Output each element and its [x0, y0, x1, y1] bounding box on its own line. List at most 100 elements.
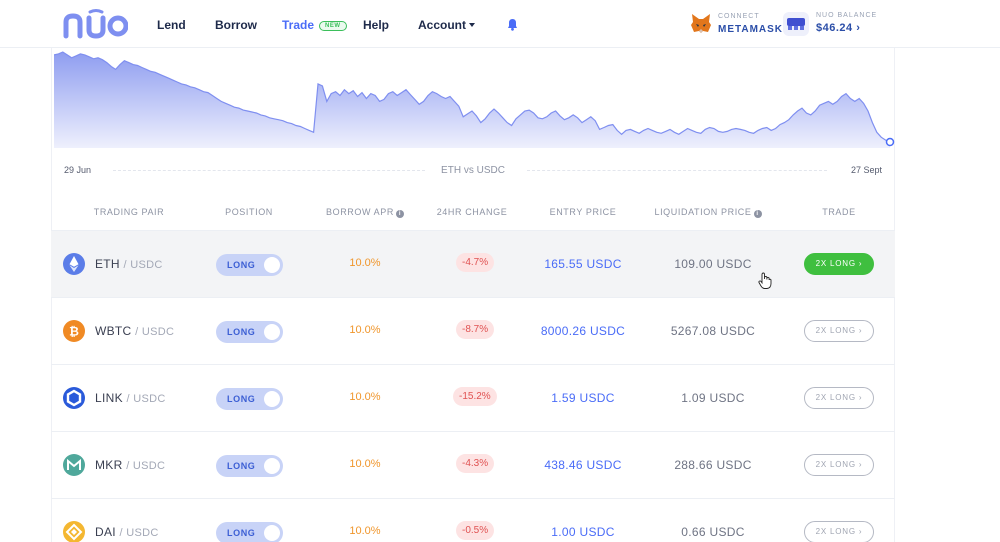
header-liquidation-price: LIQUIDATION PRICE i: [648, 207, 768, 218]
table-row[interactable]: LINK / USDC LONG 10.0% -15.2% 1.59 USDC …: [51, 364, 895, 431]
header-liquidation-price-label: LIQUIDATION PRICE: [654, 207, 752, 217]
entry-price: 438.46 USDC: [544, 458, 622, 472]
ethereum-icon: [63, 253, 85, 275]
axis-divider-left: [113, 170, 425, 171]
position-toggle[interactable]: LONG: [216, 388, 283, 410]
trade-2x-long-button[interactable]: 2X LONG ›: [804, 387, 874, 409]
borrow-apr: 10.0%: [349, 525, 381, 537]
nav-lend[interactable]: Lend: [157, 18, 186, 32]
position-toggle[interactable]: LONG: [216, 522, 283, 542]
trade-2x-long-button[interactable]: 2X LONG ›: [804, 320, 874, 342]
metamask-fox-icon[interactable]: [690, 12, 712, 39]
header-position: POSITION: [225, 207, 273, 217]
table-row[interactable]: MKR / USDC LONG 10.0% -4.3% 438.46 USDC …: [51, 431, 895, 498]
entry-price: 165.55 USDC: [544, 257, 622, 271]
axis-start-label: 29 Jun: [64, 165, 92, 175]
chart-current-point: [885, 137, 895, 147]
chainlink-icon: [63, 387, 85, 409]
trade-2x-long-button[interactable]: 2X LONG ›: [804, 521, 874, 542]
nuo-token-icon: [783, 12, 809, 41]
svg-text:₿: ₿: [69, 325, 79, 339]
chart-area-fill: [54, 52, 890, 148]
position-label: LONG: [227, 327, 256, 337]
pair-quote: / USDC: [119, 527, 159, 539]
borrow-apr: 10.0%: [349, 257, 381, 269]
balance-value[interactable]: $46.24 ›: [816, 22, 861, 34]
change-badge: -4.7%: [456, 253, 495, 272]
change-badge: -8.7%: [456, 320, 495, 339]
hand-cursor-icon: [758, 272, 772, 289]
nuo-logo-icon: [63, 9, 129, 39]
change-badge: -4.3%: [456, 454, 495, 473]
toggle-knob: [264, 391, 280, 407]
chevron-down-icon: [469, 23, 475, 27]
trading-pair: WBTC / USDC: [95, 324, 174, 338]
header-trading-pair: TRADING PAIR: [93, 207, 165, 217]
table-row[interactable]: ₿ WBTC / USDC LONG 10.0% -8.7% 8000.26 U…: [51, 297, 895, 364]
trading-pair: MKR / USDC: [95, 458, 165, 472]
toggle-knob: [264, 525, 280, 541]
chart-title: ETH vs USDC: [441, 165, 505, 176]
header-entry-price: ENTRY PRICE: [549, 207, 617, 217]
nav-borrow[interactable]: Borrow: [215, 18, 257, 32]
liquidation-price: 1.09 USDC: [681, 391, 745, 405]
borrow-apr: 10.0%: [349, 391, 381, 403]
pair-base: DAI: [95, 525, 116, 539]
axis-divider-right: [527, 170, 827, 171]
position-toggle[interactable]: LONG: [216, 321, 283, 343]
nav-trade[interactable]: Trade NEW: [282, 18, 347, 32]
liquidation-price: 0.66 USDC: [681, 525, 745, 539]
bitcoin-icon: ₿: [63, 320, 85, 342]
position-label: LONG: [227, 461, 256, 471]
change-badge: -0.5%: [456, 521, 495, 540]
entry-price: 1.00 USDC: [551, 525, 615, 539]
trade-2x-long-button[interactable]: 2X LONG ›: [804, 454, 874, 476]
pair-base: LINK: [95, 391, 123, 405]
position-toggle[interactable]: LONG: [216, 254, 283, 276]
pair-quote: / USDC: [126, 460, 166, 472]
nuo-logo[interactable]: [62, 8, 129, 45]
pair-base: WBTC: [95, 324, 132, 338]
header-borrow-apr: BORROW APR i: [310, 207, 420, 218]
toggle-knob: [264, 324, 280, 340]
header-borrow-apr-label: BORROW APR: [325, 207, 394, 217]
table-row[interactable]: DAI / USDC LONG 10.0% -0.5% 1.00 USDC 0.…: [51, 498, 895, 542]
bell-icon[interactable]: [507, 18, 518, 36]
info-icon[interactable]: i: [396, 210, 404, 218]
balance-label: NUO BALANCE: [816, 12, 878, 19]
pair-quote: / USDC: [126, 393, 166, 405]
pair-quote: / USDC: [123, 259, 163, 271]
dai-icon: [63, 521, 85, 542]
trade-2x-long-button[interactable]: 2X LONG ›: [804, 253, 874, 275]
toggle-knob: [264, 257, 280, 273]
liquidation-price: 5267.08 USDC: [670, 324, 756, 338]
entry-price: 1.59 USDC: [551, 391, 615, 405]
header-24hr-change: 24HR CHANGE: [436, 207, 508, 217]
trading-pair: LINK / USDC: [95, 391, 166, 405]
chart-axis: 29 Jun ETH vs USDC 27 Sept: [51, 158, 895, 182]
liquidation-price: 109.00 USDC: [674, 257, 752, 271]
nav-account[interactable]: Account: [418, 18, 475, 32]
info-icon[interactable]: i: [753, 210, 762, 218]
price-chart[interactable]: [54, 48, 897, 148]
trading-pair: DAI / USDC: [95, 525, 159, 539]
table-row[interactable]: ETH / USDC LONG 10.0% -4.7% 165.55 USDC …: [51, 230, 895, 297]
position-toggle[interactable]: LONG: [216, 455, 283, 477]
borrow-apr: 10.0%: [349, 324, 381, 336]
top-header: Lend Borrow Trade NEW Help Account CONNEC…: [0, 0, 1000, 48]
pair-base: MKR: [95, 458, 123, 472]
nav-account-label: Account: [418, 18, 466, 32]
header-trade: TRADE: [822, 207, 856, 217]
new-badge: NEW: [319, 21, 347, 31]
borrow-apr: 10.0%: [349, 458, 381, 470]
chart-line: [54, 51, 891, 143]
position-label: LONG: [227, 394, 256, 404]
liquidation-price: 288.66 USDC: [674, 458, 752, 472]
entry-price: 8000.26 USDC: [540, 324, 626, 338]
metamask-connect-link[interactable]: METAMASK: [718, 24, 784, 35]
nav-trade-label: Trade: [282, 18, 315, 32]
nav-help[interactable]: Help: [363, 18, 390, 32]
position-label: LONG: [227, 260, 256, 270]
pair-quote: / USDC: [135, 326, 175, 338]
pair-base: ETH: [95, 257, 120, 271]
